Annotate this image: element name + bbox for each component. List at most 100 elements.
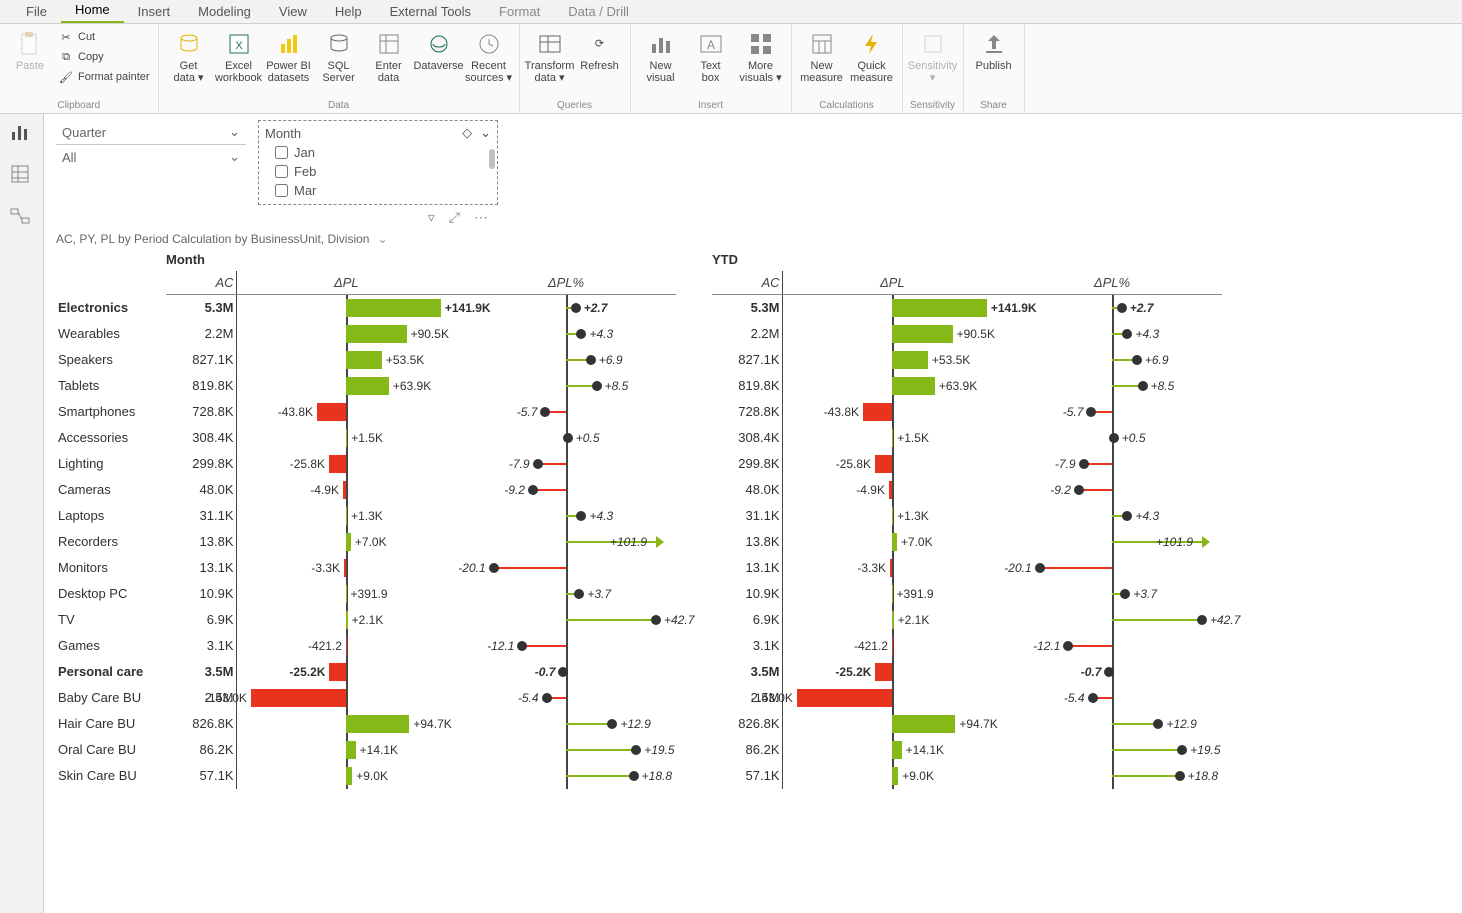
- table-row[interactable]: 3.1K-421.2-12.1: [712, 633, 1222, 659]
- focus-mode-icon[interactable]: ⤢: [449, 209, 460, 226]
- delta-pl-pct: -5.4: [456, 685, 676, 711]
- table-row[interactable]: Lighting299.8K-25.8K-7.9: [56, 451, 676, 477]
- checkbox[interactable]: [275, 184, 288, 197]
- slicer-month[interactable]: Month ◇ ⌄ JanFebMar: [258, 120, 498, 205]
- format-painter-button[interactable]: 🖌Format painter: [56, 68, 152, 86]
- table-row[interactable]: Cameras48.0K-4.9K-9.2: [56, 477, 676, 503]
- menu-format[interactable]: Format: [485, 0, 554, 23]
- row-label: TV: [56, 607, 166, 633]
- table-row[interactable]: Smartphones728.8K-43.8K-5.7: [56, 399, 676, 425]
- paste-button[interactable]: Paste: [6, 26, 54, 72]
- table-row[interactable]: 13.8K+7.0K+101.9: [712, 529, 1222, 555]
- menu-help[interactable]: Help: [321, 0, 376, 23]
- table-row[interactable]: 13.1K-3.3K-20.1: [712, 555, 1222, 581]
- menu-external-tools[interactable]: External Tools: [376, 0, 485, 23]
- model-view-button[interactable]: [10, 206, 34, 230]
- chevron-down-icon[interactable]: ⌄: [377, 232, 387, 246]
- eraser-icon[interactable]: ◇: [462, 125, 472, 141]
- slicer-month-option-mar[interactable]: Mar: [265, 181, 491, 200]
- table-row[interactable]: Monitors13.1K-3.3K-20.1: [56, 555, 676, 581]
- pbi-button[interactable]: Power BI datasets: [265, 26, 313, 84]
- table-row[interactable]: 3.5M-25.2K-0.7: [712, 659, 1222, 685]
- checkbox[interactable]: [275, 165, 288, 178]
- table-row[interactable]: Oral Care BU86.2K+14.1K+19.5: [56, 737, 676, 763]
- table-row[interactable]: TV6.9K+2.1K+42.7: [56, 607, 676, 633]
- table-row[interactable]: 86.2K+14.1K+19.5: [712, 737, 1222, 763]
- table-row[interactable]: Laptops31.1K+1.3K+4.3: [56, 503, 676, 529]
- slicer-quarter-value[interactable]: All ⌄: [56, 145, 246, 169]
- delta-pl-bar: -421.2: [782, 633, 1002, 659]
- ac-value: 827.1K: [166, 347, 236, 373]
- table-row[interactable]: 48.0K-4.9K-9.2: [712, 477, 1222, 503]
- zebra-bi-table-visual[interactable]: MonthACΔPLΔPL%Electronics5.3M+141.9K+2.7…: [56, 248, 1450, 789]
- table-row[interactable]: 2.5M-143.0K-5.4: [712, 685, 1222, 711]
- table-row[interactable]: Skin Care BU57.1K+9.0K+18.8: [56, 763, 676, 789]
- table-row[interactable]: 308.4K+1.5K+0.5: [712, 425, 1222, 451]
- table-row[interactable]: Recorders13.8K+7.0K+101.9: [56, 529, 676, 555]
- slicer-month-option-feb[interactable]: Feb: [265, 162, 491, 181]
- slicer-quarter-header[interactable]: Quarter ⌄: [56, 120, 246, 145]
- ac-value: 48.0K: [166, 477, 236, 503]
- cut-button[interactable]: ✂Cut: [56, 28, 152, 46]
- table-row[interactable]: Electronics5.3M+141.9K+2.7: [56, 295, 676, 321]
- table-row[interactable]: Speakers827.1K+53.5K+6.9: [56, 347, 676, 373]
- table-row[interactable]: Desktop PC10.9K+391.9+3.7: [56, 581, 676, 607]
- table-row[interactable]: 5.3M+141.9K+2.7: [712, 295, 1222, 321]
- table-row[interactable]: 6.9K+2.1K+42.7: [712, 607, 1222, 633]
- quick-measure-button[interactable]: Quick measure: [848, 26, 896, 84]
- table-row[interactable]: Wearables2.2M+90.5K+4.3: [56, 321, 676, 347]
- menu-file[interactable]: File: [12, 0, 61, 23]
- table-row[interactable]: Tablets819.8K+63.9K+8.5: [56, 373, 676, 399]
- table-row[interactable]: Games3.1K-421.2-12.1: [56, 633, 676, 659]
- menu-modeling[interactable]: Modeling: [184, 0, 265, 23]
- svg-text:X: X: [235, 40, 243, 52]
- report-view-button[interactable]: [10, 122, 34, 146]
- table-row[interactable]: 10.9K+391.9+3.7: [712, 581, 1222, 607]
- enter-button[interactable]: Enter data: [365, 26, 413, 84]
- menu-home[interactable]: Home: [61, 0, 124, 23]
- delta-pl-pct: +12.9: [1002, 711, 1222, 737]
- delta-pl-bar: -25.8K: [782, 451, 1002, 477]
- text-box-button[interactable]: AText box: [687, 26, 735, 84]
- sql-button[interactable]: SQL Server: [315, 26, 363, 84]
- new-measure-button[interactable]: New measure: [798, 26, 846, 84]
- chevron-down-icon[interactable]: ⌄: [480, 125, 491, 141]
- slicer-month-option-jan[interactable]: Jan: [265, 143, 491, 162]
- getdata-button[interactable]: Get data ▾: [165, 26, 213, 84]
- row-label: Desktop PC: [56, 581, 166, 607]
- row-label: Laptops: [56, 503, 166, 529]
- table-row[interactable]: 819.8K+63.9K+8.5: [712, 373, 1222, 399]
- table-row[interactable]: 31.1K+1.3K+4.3: [712, 503, 1222, 529]
- ac-value: 86.2K: [166, 737, 236, 763]
- new-visual-button[interactable]: New visual: [637, 26, 685, 84]
- checkbox[interactable]: [275, 146, 288, 159]
- filter-icon[interactable]: ▿: [428, 209, 435, 226]
- slicer-scrollbar[interactable]: [489, 149, 495, 169]
- table-row[interactable]: 299.8K-25.8K-7.9: [712, 451, 1222, 477]
- table-row[interactable]: Personal care3.5M-25.2K-0.7: [56, 659, 676, 685]
- menu-view[interactable]: View: [265, 0, 321, 23]
- menu-insert[interactable]: Insert: [124, 0, 185, 23]
- data-view-button[interactable]: [10, 164, 34, 188]
- copy-button[interactable]: ⧉Copy: [56, 48, 152, 66]
- table-row[interactable]: 728.8K-43.8K-5.7: [712, 399, 1222, 425]
- table-row[interactable]: 57.1K+9.0K+18.8: [712, 763, 1222, 789]
- ac-value: 13.8K: [712, 529, 782, 555]
- table-row[interactable]: Baby Care BU2.5M-143.0K-5.4: [56, 685, 676, 711]
- transform-data-button[interactable]: Transform data ▾: [526, 26, 574, 84]
- refresh-button[interactable]: ⟳Refresh: [576, 26, 624, 72]
- table-row[interactable]: 827.1K+53.5K+6.9: [712, 347, 1222, 373]
- measure-icon: [808, 30, 836, 58]
- more-visuals-button[interactable]: More visuals ▾: [737, 26, 785, 84]
- table-row[interactable]: Hair Care BU826.8K+94.7K+12.9: [56, 711, 676, 737]
- publish-button[interactable]: Publish: [970, 26, 1018, 72]
- table-row[interactable]: Accessories308.4K+1.5K+0.5: [56, 425, 676, 451]
- menu-data-drill[interactable]: Data / Drill: [554, 0, 643, 23]
- excel-button[interactable]: XExcel workbook: [215, 26, 263, 84]
- table-row[interactable]: 2.2M+90.5K+4.3: [712, 321, 1222, 347]
- recent-button[interactable]: Recent sources ▾: [465, 26, 513, 84]
- dataverse-button[interactable]: Dataverse: [415, 26, 463, 72]
- table-row[interactable]: 826.8K+94.7K+12.9: [712, 711, 1222, 737]
- sensitivity-button[interactable]: Sensitivity ▾: [909, 26, 957, 84]
- more-options-icon[interactable]: ⋯: [474, 209, 488, 226]
